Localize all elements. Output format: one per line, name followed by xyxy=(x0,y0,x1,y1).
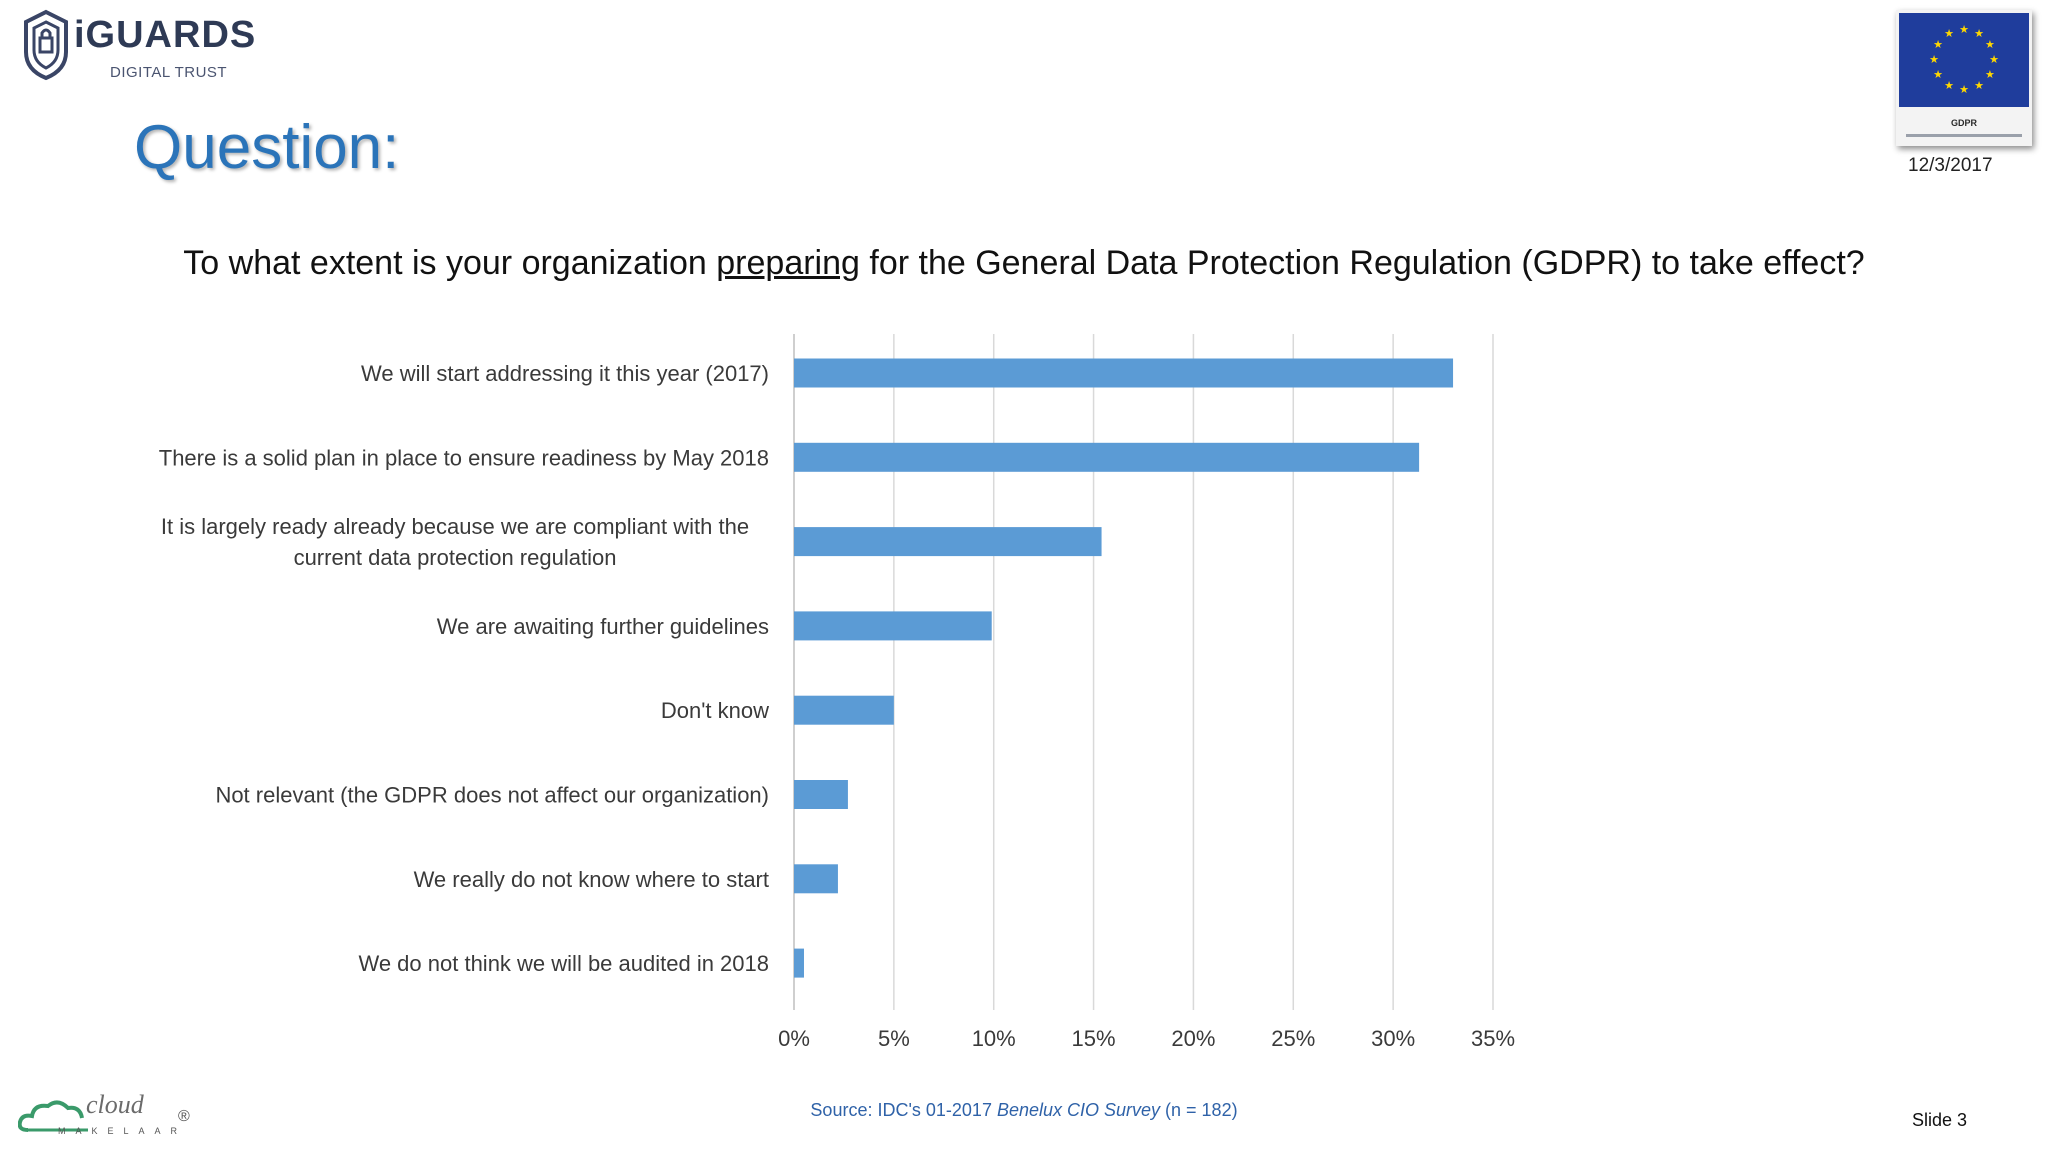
bar xyxy=(794,358,1454,388)
question-text-after: for the General Data Protection Regulati… xyxy=(859,244,1865,282)
category-label: It is largely ready already because we a… xyxy=(161,514,749,539)
x-tick-label: 0% xyxy=(778,1026,810,1051)
gdpr-badge-subtext xyxy=(1906,134,2022,137)
page-title: Question: xyxy=(134,113,400,182)
category-label: We really do not know where to start xyxy=(414,867,769,892)
eu-flag-icon: ★ ★ ★ ★ ★ ★ ★ ★ ★ ★ ★ ★ xyxy=(1899,13,2029,107)
cloud-makelaar-logo: cloud MAKELAAR ® xyxy=(18,1090,198,1140)
x-tick-label: 15% xyxy=(1072,1026,1116,1051)
bar xyxy=(794,864,838,894)
category-label: current data protection regulation xyxy=(294,545,617,570)
bar xyxy=(794,442,1420,472)
slide-date: 12/3/2017 xyxy=(1908,155,1993,176)
category-label: We are awaiting further guidelines xyxy=(437,614,769,639)
source-citation: Source: IDC's 01-2017 Benelux CIO Survey… xyxy=(0,1100,2048,1121)
x-tick-label: 20% xyxy=(1171,1026,1215,1051)
x-tick-label: 35% xyxy=(1471,1026,1515,1051)
cloud-logo-text: cloud xyxy=(86,1090,144,1119)
flag-star: ★ xyxy=(1944,80,1954,92)
flag-star: ★ xyxy=(1959,24,1969,36)
flag-star: ★ xyxy=(1944,28,1954,40)
flag-star: ★ xyxy=(1933,39,1943,51)
category-label: Don't know xyxy=(661,698,769,723)
bar-chart: 0% 5% 10% 15% 20% 25% 30% 35% We will start addr… xyxy=(159,334,1515,1051)
flag-star: ★ xyxy=(1989,54,1999,66)
question-text-before: To what extent is your organization xyxy=(183,244,717,282)
bar xyxy=(794,948,804,978)
gdpr-badge-label: GDPR xyxy=(1950,118,1977,128)
flag-star: ★ xyxy=(1985,69,1995,81)
cloud-logo-subtext: MAKELAAR xyxy=(58,1126,188,1136)
source-suffix: (n = 182) xyxy=(1160,1100,1238,1120)
flag-star: ★ xyxy=(1933,69,1943,81)
question-text-underlined: preparing xyxy=(716,244,860,282)
flag-star: ★ xyxy=(1974,80,1984,92)
category-label: We will start addressing it this year (2… xyxy=(361,361,769,386)
question-text: To what extent is your organization prep… xyxy=(0,244,2048,283)
logo-wordmark: iGUARDS xyxy=(74,14,257,56)
flag-star: ★ xyxy=(1959,84,1969,96)
flag-star: ★ xyxy=(1974,28,1984,40)
flag-star: ★ xyxy=(1929,54,1939,66)
x-tick-label: 30% xyxy=(1371,1026,1415,1051)
shield-icon xyxy=(24,9,68,81)
cloud-icon xyxy=(18,1100,88,1132)
category-label: We do not think we will be audited in 20… xyxy=(358,951,769,976)
category-label: There is a solid plan in place to ensure… xyxy=(159,445,769,470)
iguards-logo: iGUARDS DIGITAL TRUST xyxy=(18,8,278,88)
x-tick-label: 10% xyxy=(972,1026,1016,1051)
x-tick-label: 25% xyxy=(1271,1026,1315,1051)
category-label: Not relevant (the GDPR does not affect o… xyxy=(215,783,769,808)
bar xyxy=(794,780,848,809)
gdpr-badge: ★ ★ ★ ★ ★ ★ ★ ★ ★ ★ ★ ★ GDPR xyxy=(1896,10,2032,146)
bar xyxy=(794,611,992,641)
source-prefix: Source: IDC's 01-2017 xyxy=(810,1100,997,1120)
bar xyxy=(794,527,1102,557)
registered-mark: ® xyxy=(178,1108,190,1125)
logo-subtitle: DIGITAL TRUST xyxy=(110,64,228,81)
slide-number: Slide 3 xyxy=(1912,1110,1968,1130)
source-survey-name: Benelux CIO Survey xyxy=(996,1100,1161,1120)
bar xyxy=(794,695,894,725)
x-tick-label: 5% xyxy=(878,1026,910,1051)
flag-star: ★ xyxy=(1985,39,1995,51)
